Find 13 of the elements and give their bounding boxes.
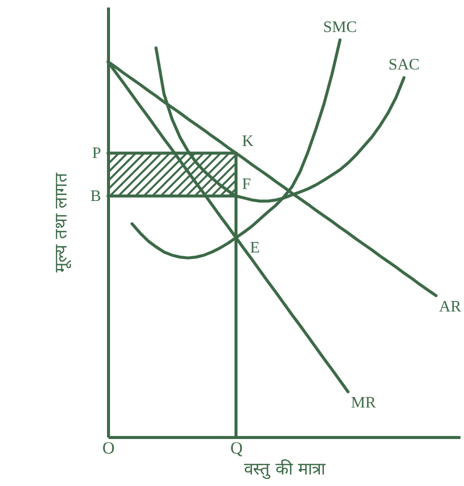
- series-label: AR: [439, 298, 462, 316]
- annotation: K: [242, 133, 254, 150]
- series-label: MR: [351, 394, 376, 412]
- annotation: B: [90, 188, 101, 205]
- series-label: SMC: [323, 18, 357, 36]
- y-axis-title: मूल्य तथा लागत: [52, 172, 72, 272]
- annotation: E: [250, 240, 260, 257]
- x-tick-label: Q: [230, 438, 243, 458]
- x-tick-label: O: [102, 438, 115, 458]
- series-label: SAC: [388, 56, 420, 74]
- annotation: P: [92, 145, 102, 162]
- annotation: F: [242, 176, 251, 193]
- x-axis-title: वस्तु की मात्रा: [244, 458, 326, 480]
